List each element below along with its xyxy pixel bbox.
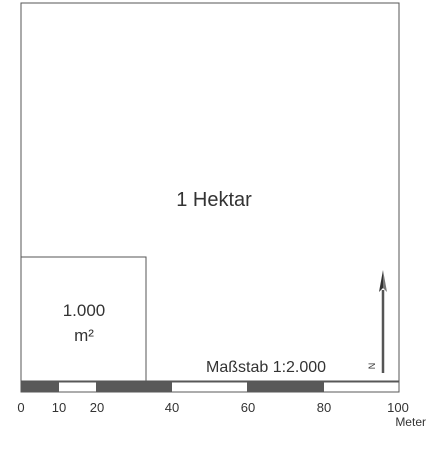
hectare-square [20,2,400,382]
scale-label: Maßstab 1:2.000 [206,359,326,376]
tick-label-20: 20 [90,400,104,415]
tick-label-80: 80 [317,400,331,415]
scale-segment-60-80 [247,382,324,392]
hectare-label: 1 Hektar [176,189,252,211]
scale-segment-20-40 [96,382,172,392]
scale-segment-0-10 [21,382,59,392]
small-area-value: 1.000 [63,301,106,320]
scale-segment-80-100 [326,384,398,390]
scale-bar [20,381,400,393]
north-arrow-icon [379,270,387,373]
thousand-sqm-square [20,256,147,382]
tick-label-40: 40 [165,400,179,415]
tick-label-60: 60 [241,400,255,415]
tick-label-0: 0 [17,400,24,415]
scale-segment-10-20 [61,384,95,390]
small-area-unit: m² [74,326,94,345]
tick-label-10: 10 [52,400,66,415]
unit-label: Meter [395,415,426,429]
tick-label-100: 100 [387,400,409,415]
scale-segment-40-60 [174,384,246,390]
north-label: N [367,363,377,370]
